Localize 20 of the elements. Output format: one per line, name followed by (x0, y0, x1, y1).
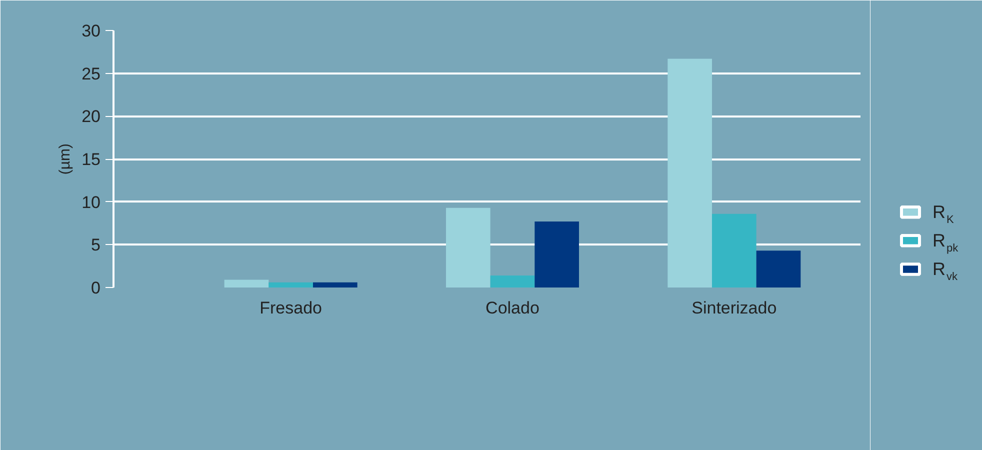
y-axis-title: (µm) (56, 143, 74, 175)
bar (756, 250, 801, 288)
bar (312, 282, 358, 288)
y-tick-label: 10 (82, 192, 101, 212)
y-tick-label: 25 (82, 64, 101, 84)
x-tick-label: Colado (486, 298, 540, 318)
x-tick-label: Fresado (260, 298, 322, 318)
y-tick-label: 0 (91, 278, 101, 298)
bar (224, 280, 269, 288)
y-tick-label: 15 (82, 150, 101, 169)
x-tick-label: Sinterizado (692, 298, 777, 318)
bar (268, 282, 313, 288)
bar (534, 222, 579, 288)
bar (712, 214, 756, 288)
y-tick-label: 20 (82, 107, 101, 126)
bar (446, 208, 490, 288)
bar (490, 276, 535, 288)
y-tick-label: 30 (82, 22, 101, 40)
y-tick-label: 5 (91, 236, 101, 255)
bar (668, 58, 712, 288)
